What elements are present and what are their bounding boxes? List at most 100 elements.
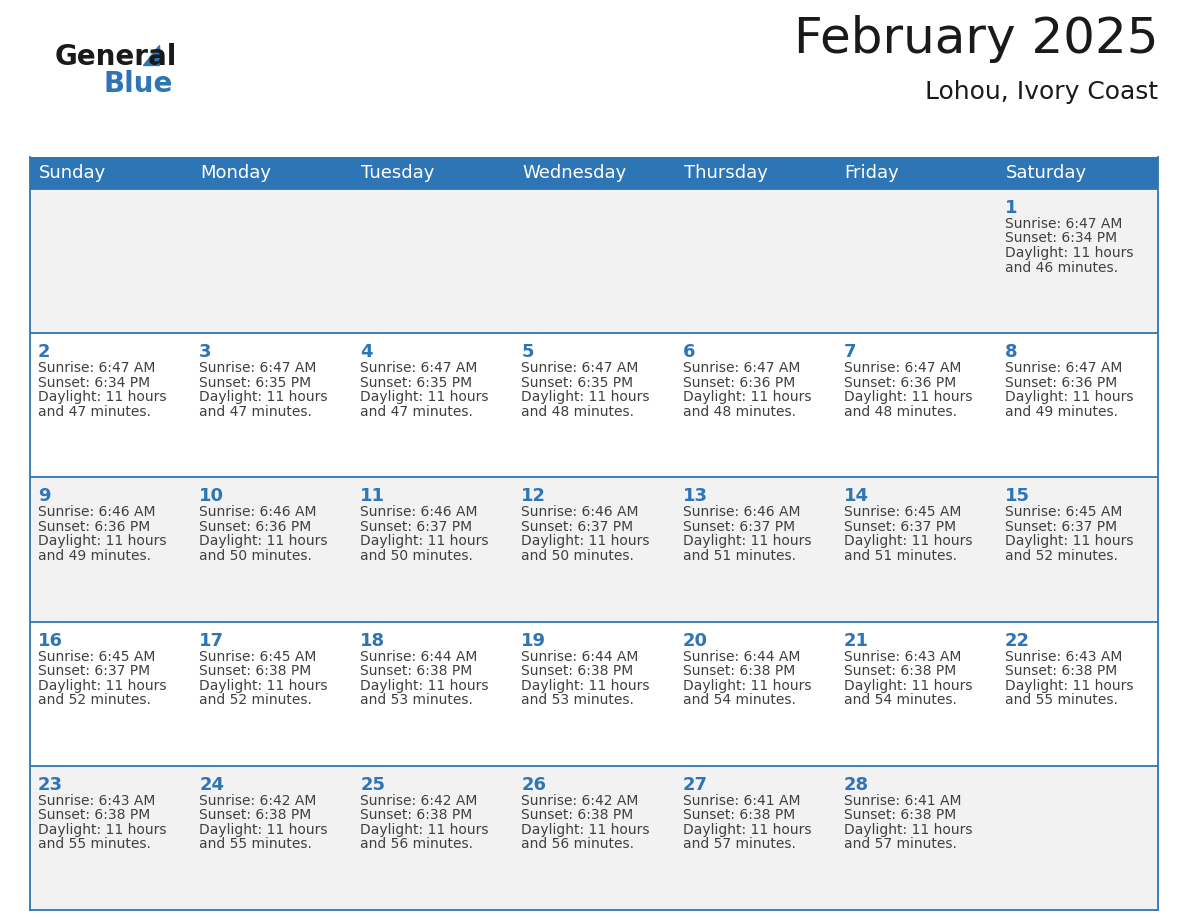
Text: Sunrise: 6:43 AM: Sunrise: 6:43 AM [1005,650,1123,664]
Text: Sunset: 6:34 PM: Sunset: 6:34 PM [38,375,150,390]
Text: Sunrise: 6:45 AM: Sunrise: 6:45 AM [38,650,156,664]
Text: Daylight: 11 hours: Daylight: 11 hours [360,678,488,692]
Text: Lohou, Ivory Coast: Lohou, Ivory Coast [925,80,1158,104]
Text: Daylight: 11 hours: Daylight: 11 hours [360,390,488,404]
Text: and 56 minutes.: and 56 minutes. [522,837,634,851]
Text: and 50 minutes.: and 50 minutes. [522,549,634,563]
Text: 9: 9 [38,487,51,506]
Text: Sunrise: 6:47 AM: Sunrise: 6:47 AM [360,361,478,375]
Text: Sunset: 6:38 PM: Sunset: 6:38 PM [522,664,633,678]
Text: and 46 minutes.: and 46 minutes. [1005,261,1118,274]
Bar [997,333,1158,477]
Bar [835,766,997,910]
Text: Sunset: 6:36 PM: Sunset: 6:36 PM [1005,375,1117,390]
Text: Daylight: 11 hours: Daylight: 11 hours [360,534,488,548]
Text: Wednesday: Wednesday [523,164,627,182]
Text: Sunrise: 6:47 AM: Sunrise: 6:47 AM [200,361,316,375]
Text: Sunrise: 6:42 AM: Sunrise: 6:42 AM [522,794,639,808]
Text: 14: 14 [843,487,868,506]
Text: and 57 minutes.: and 57 minutes. [843,837,956,851]
Text: and 50 minutes.: and 50 minutes. [360,549,473,563]
Bar [675,189,835,333]
Text: Sunday: Sunday [39,164,106,182]
Text: Saturday: Saturday [1006,164,1087,182]
Bar [191,477,353,621]
Text: Daylight: 11 hours: Daylight: 11 hours [683,390,811,404]
Text: Daylight: 11 hours: Daylight: 11 hours [200,534,328,548]
Text: and 54 minutes.: and 54 minutes. [843,693,956,707]
Text: and 49 minutes.: and 49 minutes. [1005,405,1118,419]
Text: 26: 26 [522,776,546,794]
Text: 19: 19 [522,632,546,650]
Text: Sunset: 6:37 PM: Sunset: 6:37 PM [522,520,633,534]
Text: Daylight: 11 hours: Daylight: 11 hours [683,534,811,548]
Text: Sunrise: 6:45 AM: Sunrise: 6:45 AM [843,506,961,520]
Bar [675,477,835,621]
Text: 21: 21 [843,632,868,650]
Text: 7: 7 [843,343,857,361]
Text: Blue: Blue [103,70,172,98]
Text: Sunset: 6:38 PM: Sunset: 6:38 PM [360,809,473,823]
Text: Daylight: 11 hours: Daylight: 11 hours [522,823,650,837]
Text: Monday: Monday [200,164,271,182]
Text: Sunset: 6:38 PM: Sunset: 6:38 PM [200,809,311,823]
Bar [997,477,1158,621]
Bar [353,333,513,477]
Text: Daylight: 11 hours: Daylight: 11 hours [522,534,650,548]
Text: Sunrise: 6:43 AM: Sunrise: 6:43 AM [843,650,961,664]
Bar [30,333,191,477]
Text: 1: 1 [1005,199,1017,217]
Text: Thursday: Thursday [683,164,767,182]
Text: Sunset: 6:38 PM: Sunset: 6:38 PM [522,809,633,823]
Text: Daylight: 11 hours: Daylight: 11 hours [38,678,166,692]
Text: 8: 8 [1005,343,1017,361]
Bar [191,333,353,477]
Text: Sunset: 6:38 PM: Sunset: 6:38 PM [843,809,956,823]
Text: 12: 12 [522,487,546,506]
Text: and 55 minutes.: and 55 minutes. [1005,693,1118,707]
Bar [191,766,353,910]
Text: and 48 minutes.: and 48 minutes. [683,405,796,419]
Text: Sunset: 6:37 PM: Sunset: 6:37 PM [38,664,150,678]
Bar [353,766,513,910]
Text: and 49 minutes.: and 49 minutes. [38,549,151,563]
Text: Sunrise: 6:46 AM: Sunrise: 6:46 AM [683,506,800,520]
Text: Daylight: 11 hours: Daylight: 11 hours [200,823,328,837]
Text: Sunset: 6:38 PM: Sunset: 6:38 PM [200,664,311,678]
Bar [835,189,997,333]
Bar [675,621,835,766]
Text: Daylight: 11 hours: Daylight: 11 hours [38,534,166,548]
Bar [353,621,513,766]
Text: Daylight: 11 hours: Daylight: 11 hours [683,823,811,837]
Text: February 2025: February 2025 [794,15,1158,63]
Text: Sunrise: 6:43 AM: Sunrise: 6:43 AM [38,794,156,808]
Text: Sunset: 6:38 PM: Sunset: 6:38 PM [683,664,795,678]
Text: Sunrise: 6:47 AM: Sunrise: 6:47 AM [522,361,639,375]
Text: and 47 minutes.: and 47 minutes. [38,405,151,419]
Bar [513,766,675,910]
Text: Daylight: 11 hours: Daylight: 11 hours [522,678,650,692]
Text: Sunset: 6:38 PM: Sunset: 6:38 PM [683,809,795,823]
Text: and 48 minutes.: and 48 minutes. [843,405,956,419]
Text: Daylight: 11 hours: Daylight: 11 hours [1005,390,1133,404]
Text: 28: 28 [843,776,868,794]
Text: 3: 3 [200,343,211,361]
Text: Sunrise: 6:46 AM: Sunrise: 6:46 AM [200,506,317,520]
Text: Daylight: 11 hours: Daylight: 11 hours [843,823,972,837]
Text: Sunrise: 6:45 AM: Sunrise: 6:45 AM [200,650,316,664]
Text: Sunrise: 6:46 AM: Sunrise: 6:46 AM [38,506,156,520]
Bar [353,477,513,621]
Text: and 47 minutes.: and 47 minutes. [360,405,473,419]
Text: Sunrise: 6:46 AM: Sunrise: 6:46 AM [360,506,478,520]
Bar [353,189,513,333]
Text: Sunrise: 6:45 AM: Sunrise: 6:45 AM [1005,506,1123,520]
Text: Sunset: 6:36 PM: Sunset: 6:36 PM [683,375,795,390]
Text: Daylight: 11 hours: Daylight: 11 hours [38,390,166,404]
Text: 16: 16 [38,632,63,650]
Text: 6: 6 [683,343,695,361]
Text: Tuesday: Tuesday [361,164,435,182]
Text: Sunset: 6:38 PM: Sunset: 6:38 PM [1005,664,1117,678]
Text: Daylight: 11 hours: Daylight: 11 hours [38,823,166,837]
Text: Daylight: 11 hours: Daylight: 11 hours [200,390,328,404]
Text: and 51 minutes.: and 51 minutes. [843,549,956,563]
